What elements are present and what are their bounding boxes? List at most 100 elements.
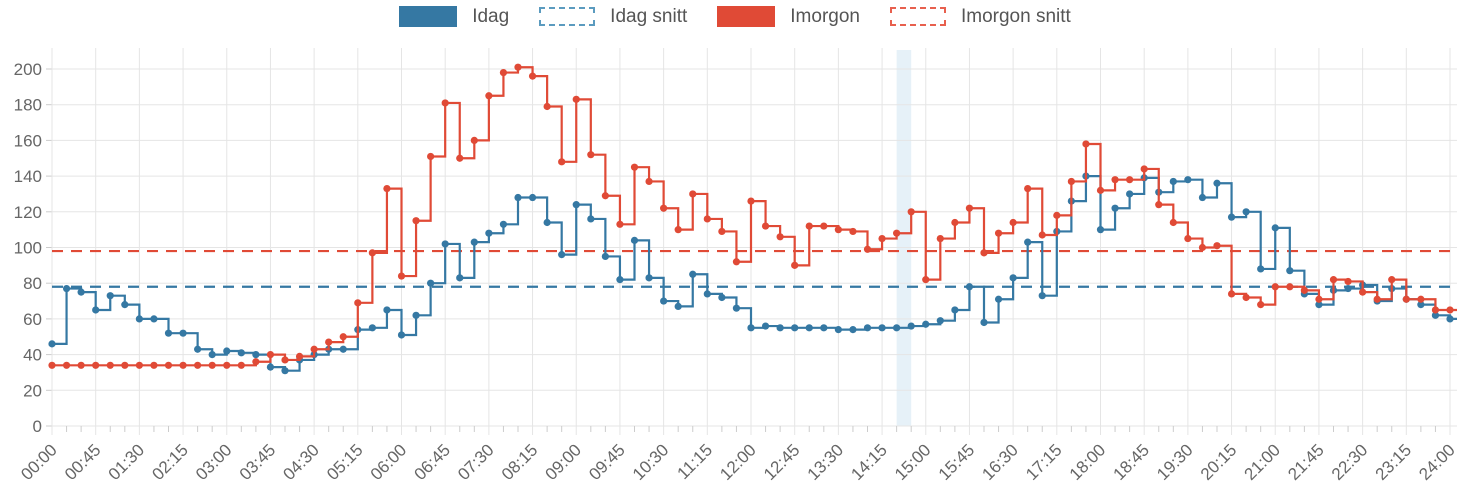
idag-series-point[interactable] (703, 290, 711, 298)
idag-series-point[interactable] (834, 326, 842, 334)
idag-series-point[interactable] (1126, 190, 1134, 198)
idag-series-point[interactable] (980, 318, 988, 327)
idag-series-point[interactable] (1009, 274, 1017, 282)
imorgon-series-point[interactable] (907, 208, 915, 216)
imorgon-series-point[interactable] (164, 361, 173, 369)
imorgon-series-point[interactable] (499, 68, 508, 77)
idag-series-point[interactable] (1111, 204, 1119, 212)
idag-series-point[interactable] (630, 236, 639, 244)
imorgon-series-point[interactable] (1155, 201, 1163, 209)
idag-series-point[interactable] (485, 229, 493, 237)
imorgon-series-point[interactable] (572, 95, 580, 103)
idag-series-point[interactable] (1344, 284, 1352, 293)
imorgon-series-point[interactable] (1300, 286, 1308, 294)
imorgon-series-point[interactable] (616, 220, 624, 228)
idag-series-point[interactable] (660, 297, 668, 305)
idag-series-point[interactable] (1024, 238, 1032, 246)
imorgon-series-point[interactable] (951, 218, 959, 227)
idag-series-point[interactable] (747, 324, 755, 332)
legend-item-imorgon[interactable]: Imorgon (717, 6, 860, 27)
imorgon-series-point[interactable] (223, 361, 231, 369)
idag-series-point[interactable] (543, 218, 551, 227)
imorgon-series-point[interactable] (703, 215, 711, 223)
idag-series-point[interactable] (820, 324, 828, 332)
imorgon-series-point[interactable] (543, 102, 551, 111)
idag-series-point[interactable] (1242, 208, 1250, 216)
imorgon-series-point[interactable] (368, 249, 376, 257)
imorgon-series-point[interactable] (1169, 218, 1177, 227)
imorgon-series-point[interactable] (194, 361, 202, 369)
idag-series-point[interactable] (470, 238, 478, 246)
imorgon-series-point[interactable] (121, 361, 129, 369)
idag-series-point[interactable] (368, 324, 376, 332)
idag-series-point[interactable] (572, 201, 580, 209)
imorgon-series-point[interactable] (645, 177, 653, 186)
idag-series-point[interactable] (281, 367, 289, 375)
imorgon-series-point[interactable] (1329, 276, 1338, 284)
idag-series-point[interactable] (150, 315, 158, 323)
imorgon-series-point[interactable] (1242, 293, 1250, 302)
imorgon-series-point[interactable] (1431, 306, 1440, 314)
idag-series-point[interactable] (106, 292, 114, 300)
idag-series-point[interactable] (601, 252, 609, 261)
imorgon-series-point[interactable] (805, 222, 813, 230)
imorgon-series-point[interactable] (1053, 211, 1061, 219)
imorgon-series-point[interactable] (412, 217, 420, 225)
imorgon-series-point[interactable] (266, 351, 275, 359)
imorgon-series-point[interactable] (936, 234, 944, 243)
imorgon-series-point[interactable] (761, 222, 770, 230)
imorgon-series-point[interactable] (295, 352, 304, 360)
idag-series-line[interactable] (52, 175, 1457, 372)
imorgon-series-point[interactable] (674, 226, 682, 234)
imorgon-series-point[interactable] (718, 227, 726, 236)
imorgon-series-point[interactable] (179, 361, 187, 369)
imorgon-series-point[interactable] (427, 152, 435, 161)
idag-series-point[interactable] (936, 317, 944, 325)
imorgon-series-point[interactable] (514, 63, 522, 71)
idag-series-point[interactable] (48, 340, 56, 348)
imorgon-series-point[interactable] (1038, 231, 1046, 239)
idag-series-point[interactable] (761, 322, 770, 330)
imorgon-series-point[interactable] (1184, 234, 1192, 243)
imorgon-series-point[interactable] (1446, 306, 1454, 314)
idag-series-point[interactable] (121, 301, 129, 309)
idag-series-point[interactable] (718, 293, 726, 302)
imorgon-series-point[interactable] (470, 136, 478, 144)
idag-series-point[interactable] (383, 306, 391, 314)
idag-series-point[interactable] (1169, 177, 1177, 186)
idag-series-point[interactable] (237, 349, 245, 357)
idag-series-point[interactable] (1446, 315, 1454, 323)
idag-series-point[interactable] (92, 306, 100, 314)
imorgon-series-point[interactable] (77, 361, 85, 369)
imorgon-series-point[interactable] (1388, 276, 1396, 284)
idag-series-point[interactable] (266, 363, 275, 371)
idag-series-point[interactable] (427, 279, 435, 287)
idag-series-point[interactable] (674, 302, 682, 311)
imorgon-series-point[interactable] (339, 333, 347, 341)
imorgon-series-point[interactable] (208, 361, 216, 369)
idag-series-point[interactable] (645, 274, 653, 282)
idag-series-point[interactable] (208, 351, 216, 359)
idag-series-point[interactable] (499, 220, 508, 228)
idag-series-point[interactable] (791, 324, 799, 332)
imorgon-series-point[interactable] (965, 204, 974, 212)
imorgon-series-point[interactable] (1344, 277, 1352, 286)
idag-series-point[interactable] (339, 345, 347, 353)
imorgon-series-point[interactable] (456, 154, 464, 162)
idag-series-point[interactable] (689, 270, 697, 278)
idag-series-point[interactable] (849, 326, 857, 334)
legend-item-idag-snitt[interactable]: Idag snitt (539, 7, 687, 26)
idag-series-point[interactable] (1213, 179, 1221, 187)
idag-series-point[interactable] (1096, 226, 1105, 234)
imorgon-series-point[interactable] (893, 229, 901, 237)
idag-series-point[interactable] (1198, 193, 1207, 202)
imorgon-series-point[interactable] (310, 345, 318, 353)
idag-series-point[interactable] (252, 351, 260, 359)
imorgon-series-point[interactable] (1126, 176, 1134, 184)
idag-series-point[interactable] (514, 193, 522, 202)
imorgon-series-point[interactable] (1359, 288, 1367, 296)
imorgon-series-point[interactable] (922, 276, 930, 284)
idag-series-point[interactable] (1417, 301, 1425, 309)
imorgon-series-point[interactable] (1082, 140, 1090, 148)
